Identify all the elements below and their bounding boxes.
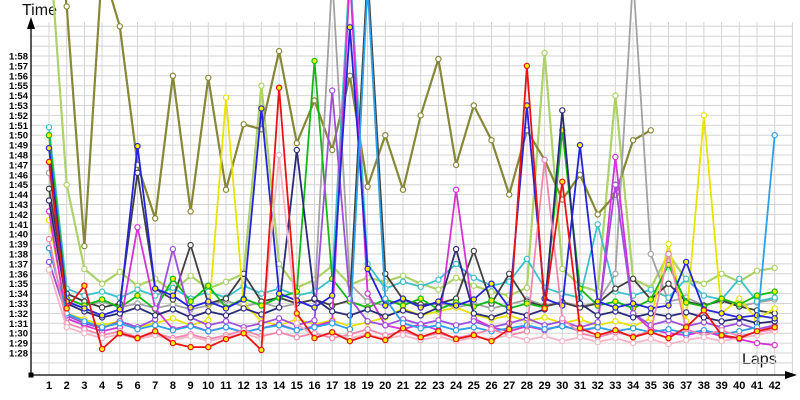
svg-text:1: 1 [46,380,52,392]
x-axis-title: Laps [742,351,777,368]
svg-text:1:54: 1:54 [9,91,29,102]
svg-text:23: 23 [432,380,444,392]
svg-text:31: 31 [574,380,586,392]
series-darkgray [45,0,778,317]
svg-text:1:56: 1:56 [9,71,28,82]
svg-text:6: 6 [134,380,140,392]
svg-text:1:37: 1:37 [9,259,28,270]
svg-text:2: 2 [64,380,70,392]
svg-text:1:49: 1:49 [9,141,28,152]
series-red [45,62,778,354]
svg-text:1:43: 1:43 [9,200,28,211]
svg-text:1:46: 1:46 [9,170,28,181]
svg-text:27: 27 [503,380,515,392]
svg-text:10: 10 [202,380,214,392]
svg-text:1:41: 1:41 [9,220,29,231]
svg-text:1:29: 1:29 [9,339,28,350]
svg-text:1:38: 1:38 [9,250,28,261]
svg-text:25: 25 [468,380,480,392]
svg-text:19: 19 [361,380,373,392]
x-axis-arrow-icon [785,371,797,379]
svg-text:40: 40 [733,380,745,392]
svg-text:1:53: 1:53 [9,101,28,112]
svg-text:37: 37 [680,380,692,392]
svg-text:1:30: 1:30 [9,329,28,340]
svg-text:30: 30 [556,380,568,392]
svg-text:13: 13 [255,380,267,392]
svg-text:1:57: 1:57 [9,61,28,72]
svg-text:1:51: 1:51 [9,121,29,132]
svg-text:1:39: 1:39 [9,240,28,251]
x-tick-labels: 1 2 3 4 5 6 7 8 9 10 11 12 13 14 15 16 17 18 19 20 21 22 23 24 2… [46,380,781,392]
svg-text:1:55: 1:55 [9,81,29,92]
svg-text:14: 14 [273,380,286,392]
svg-text:1:34: 1:34 [9,289,29,300]
svg-text:1:33: 1:33 [9,299,28,310]
svg-text:4: 4 [99,380,106,392]
svg-text:3: 3 [81,380,87,392]
svg-text:1:35: 1:35 [9,279,29,290]
svg-text:1:50: 1:50 [9,131,28,142]
y-tick-labels: 1:281:291:301:311:321:331:341:351:361:37… [9,52,29,360]
svg-text:12: 12 [238,380,250,392]
svg-text:36: 36 [662,380,674,392]
y-axis-title: Time [22,2,57,19]
svg-text:9: 9 [188,380,194,392]
svg-text:1:58: 1:58 [9,52,28,63]
svg-text:1:32: 1:32 [9,309,28,320]
svg-text:18: 18 [344,380,356,392]
svg-text:20: 20 [379,380,391,392]
svg-text:1:44: 1:44 [9,190,29,201]
svg-text:1:31: 1:31 [9,319,29,330]
svg-text:5: 5 [117,380,123,392]
svg-text:21: 21 [397,380,409,392]
svg-text:39: 39 [715,380,727,392]
svg-text:38: 38 [698,380,710,392]
svg-text:7: 7 [152,380,158,392]
svg-text:16: 16 [308,380,320,392]
svg-text:1:40: 1:40 [9,230,28,241]
svg-text:1:28: 1:28 [9,349,28,360]
svg-text:41: 41 [751,380,763,392]
svg-text:34: 34 [627,380,640,392]
svg-text:42: 42 [769,380,781,392]
svg-text:1:45: 1:45 [9,180,29,191]
y-axis-arrow-icon [27,17,35,29]
svg-text:1:52: 1:52 [9,111,28,122]
svg-text:11: 11 [220,380,232,392]
svg-text:8: 8 [170,380,176,392]
svg-text:15: 15 [291,380,303,392]
svg-text:1:36: 1:36 [9,269,28,280]
svg-text:24: 24 [450,380,463,392]
axis-origin-marker [28,372,34,378]
svg-text:22: 22 [415,380,427,392]
svg-text:17: 17 [326,380,338,392]
svg-text:28: 28 [521,380,533,392]
svg-text:33: 33 [609,380,621,392]
svg-text:26: 26 [485,380,497,392]
svg-text:1:47: 1:47 [9,160,28,171]
svg-text:32: 32 [592,380,604,392]
svg-text:29: 29 [538,380,550,392]
svg-text:1:48: 1:48 [9,151,28,162]
svg-text:1:42: 1:42 [9,210,28,221]
axes [27,17,797,379]
svg-text:35: 35 [645,380,657,392]
series-lightpink [45,151,778,348]
